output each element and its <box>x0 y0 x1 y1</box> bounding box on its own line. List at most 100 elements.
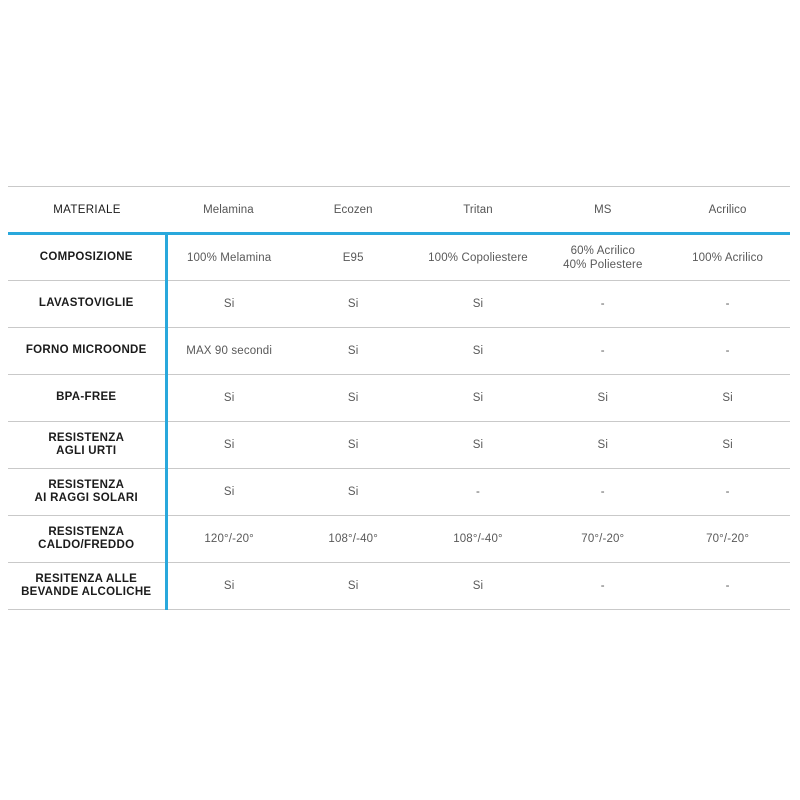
table-cell-line: Si <box>722 392 733 404</box>
table-cell-line: - <box>725 580 730 592</box>
table-cell-line: 100% Copoliestere <box>428 251 528 264</box>
table-cell: Si <box>290 562 416 610</box>
table-row: LAVASTOVIGLIE Si Si Si - - <box>8 280 790 328</box>
table-cell: Si <box>290 374 416 422</box>
table-cell: 108°/-40° <box>290 515 416 563</box>
table-cell-line: - <box>600 345 605 357</box>
table-cell-line: Si <box>347 298 359 310</box>
table-row: RESITENZA ALLE BEVANDE ALCOLICHE Si Si Si - - <box>8 562 790 610</box>
table-row: RESISTENZA AI RAGGI SOLARI Si Si - - - <box>8 468 790 516</box>
row-label-line: AI RAGGI SOLARI <box>34 492 139 504</box>
table-cell: E95 <box>290 233 416 281</box>
row-label: RESISTENZA AGLI URTI <box>8 421 168 469</box>
column-header-acrilico: Acrilico <box>665 186 790 235</box>
row-label: RESISTENZA CALDO/FREDDO <box>8 515 168 563</box>
row-label-line: BPA-FREE <box>56 391 117 404</box>
row-label-line: RESITENZA ALLE <box>35 572 138 585</box>
table-cell-line: - <box>725 486 730 498</box>
table-cell: Si <box>415 374 541 422</box>
table-cell-line: Si <box>472 580 484 592</box>
table-cell-line: Si <box>223 486 235 498</box>
table-cell-line: Si <box>472 345 484 357</box>
table-cell-line: Si <box>472 298 484 310</box>
table-cell: - <box>665 327 790 375</box>
table-cell: Si <box>166 562 291 610</box>
table-cell: - <box>665 280 790 328</box>
table-cell-line: 100% Acrilico <box>692 251 764 264</box>
table-cell: - <box>415 468 541 516</box>
table-cell-line: - <box>600 580 605 592</box>
table-cell-line: Si <box>223 392 235 404</box>
row-label-line: FORNO MICROONDE <box>25 344 147 357</box>
table-cell: 70°/-20° <box>540 515 666 563</box>
table-cell: Si <box>540 374 666 422</box>
table-cell: - <box>540 327 666 375</box>
table-cell-line: Si <box>347 486 359 498</box>
row-label-line: COMPOSIZIONE <box>39 250 133 263</box>
material-comparison-table-container: MATERIALE Melamina Ecozen Tritan MS Acri… <box>8 186 790 610</box>
row-label: RESISTENZA AI RAGGI SOLARI <box>8 468 168 516</box>
row-label: LAVASTOVIGLIE <box>8 280 168 328</box>
table-row: BPA-FREE Si Si Si Si Si <box>8 374 790 422</box>
table-cell: - <box>665 468 790 516</box>
row-label: RESITENZA ALLE BEVANDE ALCOLICHE <box>8 562 168 610</box>
row-label-line: RESISTENZA <box>48 478 125 491</box>
table-cell-line: Si <box>347 580 359 592</box>
row-label-line: LAVASTOVIGLIE <box>38 297 134 310</box>
table-cell-line: - <box>725 345 730 357</box>
table-row: FORNO MICROONDE MAX 90 secondi Si Si - - <box>8 327 790 375</box>
table-cell: Si <box>415 421 541 469</box>
table-cell: Si <box>290 280 416 328</box>
row-label-line: RESISTENZA <box>48 525 125 538</box>
table-cell-line: MAX 90 secondi <box>186 345 273 357</box>
table-cell: Si <box>166 374 291 422</box>
table-cell: Si <box>290 421 416 469</box>
table-cell-line: 60% Acrilico <box>570 244 636 257</box>
table-row: RESISTENZA AGLI URTI Si Si Si Si Si <box>8 421 790 469</box>
row-label-line: BEVANDE ALCOLICHE <box>21 586 152 598</box>
column-header-tritan: Tritan <box>415 186 541 235</box>
row-label-line: RESISTENZA <box>48 431 125 444</box>
table-cell: 120°/-20° <box>166 515 291 563</box>
table-cell-line: 70°/-20° <box>581 533 625 545</box>
table-cell-line: - <box>600 298 605 310</box>
table-cell: - <box>665 562 790 610</box>
table-cell-line: Si <box>597 392 609 404</box>
table-cell: Si <box>415 280 541 328</box>
table-body: COMPOSIZIONE 100% Melamina E95 100% Copolie… <box>8 233 790 610</box>
table-cell: Si <box>665 421 790 469</box>
table-cell: 70°/-20° <box>665 515 790 563</box>
table-cell-line: 108°/-40° <box>328 533 378 545</box>
column-header-melamina: Melamina <box>166 186 291 235</box>
table-cell-line: Si <box>347 439 359 451</box>
table-cell-line: Si <box>347 345 359 357</box>
table-cell-line: - <box>725 298 730 310</box>
table-cell: 60% Acrilico 40% Poliestere <box>540 233 666 281</box>
table-header-row: MATERIALE Melamina Ecozen Tritan MS Acri… <box>8 186 790 235</box>
table-cell-line: Si <box>223 298 235 310</box>
table-cell: - <box>540 280 666 328</box>
table-row: RESISTENZA CALDO/FREDDO 120°/-20° 108°/-40°… <box>8 515 790 563</box>
table-cell-line: Si <box>722 439 733 451</box>
table-cell-line: Si <box>223 439 235 451</box>
table-cell-line: - <box>600 486 605 498</box>
column-header-materiale: MATERIALE <box>8 186 166 235</box>
table-cell-line: Si <box>347 392 359 404</box>
row-label-line: CALDO/FREDDO <box>38 539 135 551</box>
table-cell-line: 108°/-40° <box>453 533 503 545</box>
table-cell: MAX 90 secondi <box>166 327 291 375</box>
column-header-ms: MS <box>540 186 666 235</box>
table-cell-line: Si <box>472 439 484 451</box>
table-cell: Si <box>415 562 541 610</box>
table-cell-line: 40% Poliestere <box>563 258 643 271</box>
table-cell: Si <box>665 374 790 422</box>
table-cell-line: 120°/-20° <box>204 533 254 545</box>
table-cell-line: 70°/-20° <box>706 533 750 545</box>
row-label-line: AGLI URTI <box>56 445 117 457</box>
column-header-ecozen: Ecozen <box>290 186 416 235</box>
table-cell: - <box>540 562 666 610</box>
table-cell: Si <box>166 280 291 328</box>
table-cell-line: Si <box>223 580 235 592</box>
table-cell: Si <box>290 468 416 516</box>
row-label: FORNO MICROONDE <box>8 327 168 375</box>
